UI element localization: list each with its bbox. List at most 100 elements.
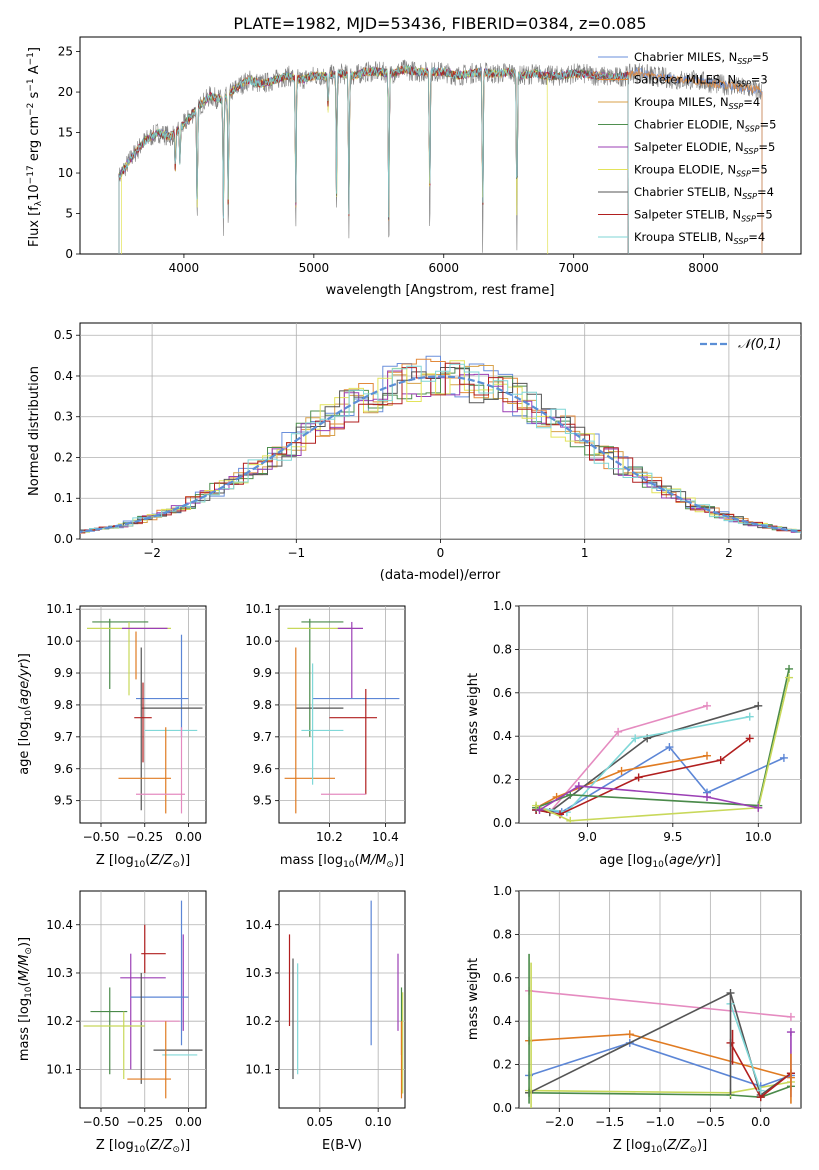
age-mass-plot <box>279 606 405 823</box>
y-tick-label: 0.4 <box>54 369 73 383</box>
x-tick-label: −0.5 <box>696 1115 725 1129</box>
x-tick-label: 10.4 <box>372 830 399 844</box>
y-tick-label: 0.5 <box>54 328 73 342</box>
legend-label: Chabrier STELIB, NSSP=4 <box>634 185 774 201</box>
weight-age-axes-frame <box>518 605 802 824</box>
x-tick-label: −1 <box>287 546 305 560</box>
y-tick-label: 9.9 <box>54 666 73 680</box>
age-z-xlabel: Z [log10(Z/Z⊙)] <box>96 853 190 870</box>
weight-series-line <box>539 785 759 811</box>
model-spectrum-line <box>118 66 629 254</box>
weight-age-xlabel: age [log10(age/yr)] <box>599 853 721 870</box>
x-tick-label: 2 <box>725 546 733 560</box>
x-tick-label: 0.0 <box>751 1115 770 1129</box>
residuals-xlabel: (data-model)/error <box>380 568 501 583</box>
y-tick-label: 10.3 <box>46 966 73 980</box>
y-tick-label: 9.5 <box>253 794 272 808</box>
mass-z-ylabel: mass [log10(M/M⊙)] <box>17 937 34 1061</box>
x-tick-label: 4000 <box>169 261 200 275</box>
y-tick-label: 0.2 <box>493 1058 512 1072</box>
residual-histogram <box>80 362 801 534</box>
weight-series-line <box>529 990 791 1018</box>
y-tick-label: 0.6 <box>493 686 512 700</box>
legend-label: Salpeter ELODIE, NSSP=5 <box>634 140 775 156</box>
y-tick-label: 0.2 <box>493 773 512 787</box>
mass-z-xlabel: Z [log10(Z/Z⊙)] <box>96 1138 190 1155</box>
y-tick-label: 15 <box>58 126 73 140</box>
x-tick-label: 9.0 <box>578 830 597 844</box>
age-mass-axes-frame <box>278 605 406 824</box>
x-tick-label: −2 <box>143 546 161 560</box>
mass-ebv-xlabel: E(B-V) <box>322 1138 362 1153</box>
y-tick-label: 0.4 <box>493 729 512 743</box>
legend-label: Kroupa MILES, NSSP=4 <box>634 95 760 111</box>
mass-ebv-axes-frame <box>278 890 406 1109</box>
x-tick-label: 9.5 <box>663 830 682 844</box>
spectrum-panel: 4000 5000 6000 7000 8000 0 5 10 15 20 25 wavelengt… <box>26 36 802 298</box>
observed-spectrum-line <box>118 59 763 253</box>
y-tick-label: 10.3 <box>245 966 272 980</box>
x-tick-label: −1.0 <box>645 1115 674 1129</box>
y-tick-label: 9.6 <box>253 762 272 776</box>
x-tick-label: −0.25 <box>126 830 163 844</box>
weight-vs-age-panel: 9.0 9.5 10.0 0.0 0.2 0.4 0.6 0.8 1.0 age [log10(… <box>466 599 802 870</box>
mass-vs-metallicity-panel: −0.50 −0.25 0.00 10.1 10.2 10.3 10.4 Z [log10(… <box>17 890 207 1155</box>
weight-series-line <box>729 1003 762 1091</box>
y-tick-label: 10.1 <box>46 1062 73 1076</box>
y-tick-label: 0.2 <box>54 450 73 464</box>
y-tick-label: 0.3 <box>54 410 73 424</box>
y-tick-label: 9.7 <box>253 730 272 744</box>
age-z-plot <box>80 606 206 823</box>
weight-age-ylabel: mass weight <box>466 673 481 755</box>
mass-ebv-ticks: 0.05 0.10 10.1 10.2 10.3 10.4 <box>245 918 391 1129</box>
y-tick-label: 0.0 <box>493 1101 512 1115</box>
model-spectrum-line <box>118 65 629 254</box>
weight-series-line <box>535 754 708 809</box>
legend-label: Kroupa STELIB, NSSP=4 <box>634 230 765 246</box>
model-spectrum-line <box>118 64 629 254</box>
mass-z-ticks: −0.50 −0.25 0.00 10.1 10.2 10.3 10.4 <box>46 918 202 1129</box>
age-vs-metallicity-panel: −0.50 −0.25 0.00 9.5 9.6 9.7 9.8 9.9 10.0 10.1 Z … <box>17 602 207 870</box>
x-tick-label: 5000 <box>299 261 330 275</box>
y-tick-label: 9.7 <box>54 730 73 744</box>
weight-series-line <box>528 991 792 1097</box>
y-tick-label: 9.9 <box>253 666 272 680</box>
y-tick-label: 10.0 <box>245 634 272 648</box>
mass-z-axes-frame <box>79 890 207 1109</box>
model-spectrum-line <box>118 65 629 254</box>
mass-z-plot <box>80 891 206 1108</box>
y-tick-label: 9.5 <box>54 794 73 808</box>
x-tick-label: −0.25 <box>126 1115 163 1129</box>
x-tick-label: −0.50 <box>83 830 120 844</box>
y-tick-label: 9.8 <box>54 698 73 712</box>
weight-series-line <box>535 715 750 813</box>
weight-age-ticks: 9.0 9.5 10.0 0.0 0.2 0.4 0.6 0.8 1.0 <box>493 599 772 844</box>
spectrum-ylabel: Flux [fλ10−17 erg cm−2 s−1 A−1] <box>26 47 44 247</box>
legend-label: Salpeter STELIB, NSSP=5 <box>634 208 773 224</box>
x-tick-label: 0.05 <box>306 1115 333 1129</box>
residuals-ticks: −2 −1 0 1 2 0.0 0.1 0.2 0.3 0.4 0.5 <box>54 328 733 560</box>
y-tick-label: 10.1 <box>245 1062 272 1076</box>
y-tick-label: 0.0 <box>493 816 512 830</box>
x-tick-label: 0.00 <box>175 1115 202 1129</box>
mass-vs-ebv-panel: 0.05 0.10 10.1 10.2 10.3 10.4 E(B-V) <box>245 890 406 1153</box>
x-tick-label: 10.0 <box>745 830 772 844</box>
spectrum-ticks: 4000 5000 6000 7000 8000 0 5 10 15 20 25 <box>58 45 719 275</box>
y-tick-label: 0.4 <box>493 1014 512 1028</box>
spectrum-plot <box>118 59 763 254</box>
y-tick-label: 10.4 <box>245 918 272 932</box>
y-tick-label: 20 <box>58 85 73 99</box>
weight-z-ylabel: mass weight <box>466 958 481 1040</box>
spectrum-xlabel: wavelength [Angstrom, rest frame] <box>326 283 555 298</box>
figure-title: PLATE=1982, MJD=53436, FIBERID=0384, z=0… <box>233 14 646 33</box>
y-tick-label: 0.1 <box>54 491 73 505</box>
y-tick-label: 10 <box>58 166 73 180</box>
model-spectrum-line <box>118 66 629 254</box>
y-tick-label: 9.8 <box>253 698 272 712</box>
age-mass-xlabel: mass [log10(M/M⊙)] <box>280 853 404 870</box>
residuals-panel: −2 −1 0 1 2 0.0 0.1 0.2 0.3 0.4 0.5 (data-model)/e… <box>27 322 802 583</box>
weight-series-line <box>529 1085 792 1099</box>
model-spectrum-line <box>118 65 629 254</box>
legend-label: Chabrier MILES, NSSP=5 <box>634 50 769 66</box>
